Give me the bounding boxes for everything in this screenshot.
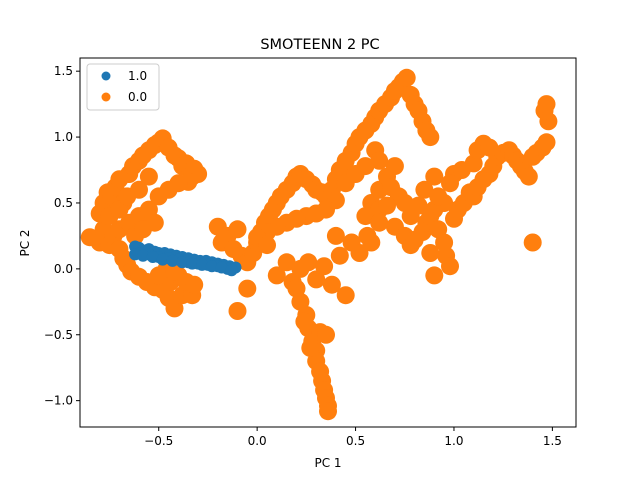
point-series-2-153 [319, 402, 337, 421]
point-series-2-213 [537, 133, 556, 152]
point-series-2-134 [378, 196, 396, 215]
point-series-2-162 [315, 257, 334, 276]
point-series-2-59 [145, 213, 164, 232]
point-series-1-36 [196, 258, 208, 271]
point-series-2-156 [295, 312, 314, 331]
point-series-2-218 [425, 167, 444, 186]
point-series-2-164 [330, 246, 349, 265]
point-series-1-34 [176, 256, 189, 269]
point-series-2-182 [425, 266, 444, 285]
chart-title: SMOTEENN 2 PC [260, 37, 379, 53]
y-tick-label: 0.5 [54, 196, 73, 210]
x-axis-ticks: −0.5 0.0 0.5 1.0 1.5 [144, 427, 562, 448]
legend-label-series-2: 0.0 [128, 90, 147, 104]
point-series-2-161 [307, 270, 326, 289]
point-series-1-32 [156, 253, 169, 266]
point-series-2-181 [441, 257, 459, 276]
y-tick-label: 0.0 [54, 262, 73, 276]
legend-box [86, 63, 160, 111]
point-series-2-158 [317, 325, 335, 344]
point-series-2-167 [350, 244, 369, 262]
y-axis-label: PC 2 [18, 229, 32, 256]
point-series-1-38 [215, 261, 228, 274]
x-axis-label: PC 1 [314, 456, 341, 470]
point-series-2-69 [228, 220, 247, 239]
point-series-2-206 [441, 174, 459, 193]
point-series-1-30 [137, 249, 149, 262]
point-series-2-137 [258, 236, 276, 255]
point-series-2-204 [480, 138, 499, 157]
point-series-2-24 [185, 275, 204, 294]
point-series-1-37 [205, 260, 218, 273]
point-series-2-113 [370, 151, 389, 170]
point-series-2-163 [322, 275, 341, 294]
point-series-1-33 [166, 254, 179, 267]
plot-points [80, 68, 558, 421]
point-series-2-63 [130, 180, 148, 199]
point-series-2-111 [421, 128, 440, 147]
point-series-2-169 [326, 226, 345, 245]
point-series-2-105 [397, 68, 416, 87]
series-1-points [129, 240, 242, 277]
y-tick-label: −1.0 [44, 394, 73, 408]
point-series-2-183 [421, 244, 440, 262]
point-series-2-217 [523, 233, 542, 252]
x-tick-label: −0.5 [144, 434, 173, 448]
legend-marker-series-2 [101, 92, 111, 102]
point-series-2-200 [519, 167, 538, 186]
legend-marker-series-1 [101, 71, 111, 81]
x-tick-label: 1.0 [444, 434, 463, 448]
point-series-2-116 [336, 174, 355, 193]
point-series-2-207 [452, 161, 471, 179]
x-tick-label: 1.5 [543, 434, 562, 448]
point-series-2-139 [277, 253, 296, 272]
y-tick-label: −0.5 [44, 328, 73, 342]
y-tick-label: 1.0 [54, 130, 73, 144]
point-series-2-209 [429, 187, 448, 206]
y-tick-label: 1.5 [54, 64, 73, 78]
point-series-2-160 [299, 253, 318, 272]
point-series-2-135 [238, 279, 257, 298]
point-series-2-136 [228, 302, 247, 320]
x-tick-label: 0.5 [346, 434, 365, 448]
x-tick-label: 0.0 [248, 434, 267, 448]
point-series-2-56 [169, 174, 188, 193]
legend: 1.0 0.0 [86, 63, 160, 111]
point-series-1-31 [146, 251, 159, 263]
series-2-points [80, 68, 558, 421]
point-series-2-179 [435, 233, 454, 252]
point-series-2-138 [267, 266, 286, 285]
point-series-2-216 [537, 95, 556, 114]
point-series-2-61 [110, 200, 129, 219]
point-series-2-14 [165, 299, 184, 318]
legend-label-series-1: 1.0 [128, 69, 147, 83]
point-series-2-222 [395, 194, 414, 212]
point-series-2-129 [385, 157, 404, 176]
point-series-2-165 [336, 286, 355, 305]
point-series-1-39 [225, 264, 238, 277]
point-series-2-133 [356, 207, 375, 226]
plot-frame [79, 57, 577, 428]
point-series-2-224 [362, 233, 381, 252]
point-series-1-35 [186, 257, 199, 270]
y-axis-ticks: −1.0 −0.5 0.0 0.5 1.0 1.5 [44, 64, 80, 408]
point-series-2-64 [139, 167, 158, 186]
point-series-2-219 [415, 180, 434, 199]
point-series-2-223 [370, 213, 389, 232]
